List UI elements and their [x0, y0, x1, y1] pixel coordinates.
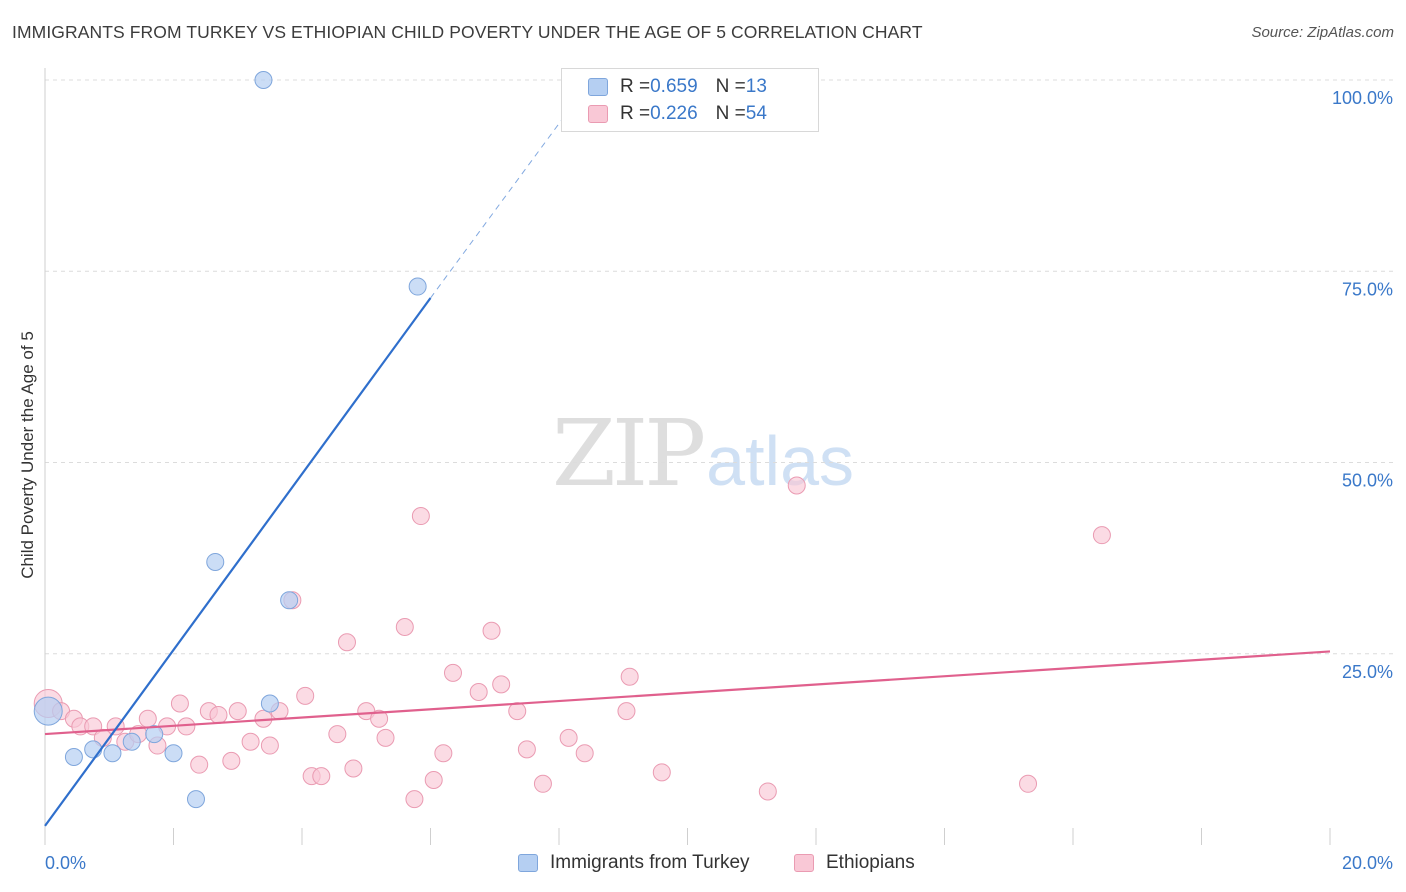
ethiopians-point [170, 694, 189, 713]
turkey-point [64, 748, 83, 767]
y-axis-label: Child Poverty Under the Age of 5 [18, 331, 37, 579]
turkey-point [33, 696, 63, 726]
ethiopians-point [469, 683, 488, 701]
watermark-zip: ZIP [552, 400, 706, 507]
ethiopians-point [617, 702, 636, 721]
x-tick-label: 0.0% [45, 853, 86, 873]
ethiopians-point [424, 770, 443, 789]
legend-swatch-turkey [588, 78, 608, 96]
chart-title: IMMIGRANTS FROM TURKEY VS ETHIOPIAN CHIL… [12, 22, 923, 42]
ethiopians-point [620, 667, 639, 686]
ethiopians-point [652, 763, 671, 782]
bottom-legend-swatch-turkey [518, 854, 538, 872]
turkey-point [145, 725, 164, 744]
ethiopians-point [517, 740, 536, 759]
legend-n-value-turkey: 13 [745, 76, 767, 97]
ethiopians-point [492, 675, 511, 694]
watermark: ZIPatlas [552, 400, 854, 507]
bottom-legend-label-ethiopians: Ethiopians [826, 852, 915, 873]
bottom-legend-turkey: Immigrants from Turkey [518, 852, 750, 874]
chart-source: Source: ZipAtlas.com [1251, 24, 1394, 41]
ethiopians-point [1019, 774, 1038, 793]
ethiopians-point [209, 705, 228, 724]
ethiopians-point [533, 774, 552, 793]
bottom-legend-swatch-ethiopians [794, 854, 814, 872]
ethiopians-point [758, 782, 777, 801]
watermark-atlas: atlas [706, 422, 855, 500]
turkey-point [206, 552, 225, 571]
ethiopians-trend-line [44, 650, 1331, 736]
ethiopians-point [575, 744, 594, 763]
ethiopians-point [1092, 526, 1111, 545]
legend-row-turkey: R = 0.659 N = 13 [588, 74, 767, 100]
turkey-point [254, 71, 273, 89]
ethiopians-point [395, 617, 414, 636]
legend-swatch-ethiopians [588, 105, 608, 123]
ethiopians-point [337, 633, 356, 652]
ethiopians-point [228, 702, 247, 721]
ethiopians-point [296, 686, 315, 705]
turkey-point [408, 277, 427, 296]
ethiopians-point [376, 728, 395, 747]
ethiopians-point [328, 725, 347, 744]
ethiopians-point [411, 507, 430, 526]
bottom-legend-ethiopians: Ethiopians [794, 852, 915, 874]
y-tick-label: 100.0% [1332, 88, 1393, 108]
ethiopians-point [222, 751, 241, 770]
correlation-legend: R = 0.659 N = 13 R = 0.226 N = 54 [561, 68, 819, 132]
turkey-trend-line [44, 297, 432, 827]
ethiopians-point [344, 759, 363, 778]
turkey-point [122, 732, 141, 751]
legend-n-value-ethiopians: 54 [745, 103, 767, 124]
y-tick-label: 75.0% [1342, 279, 1393, 299]
legend-r-value-ethiopians: 0.226 [650, 103, 698, 124]
ethiopians-point [370, 709, 389, 728]
turkey-point [164, 744, 183, 763]
legend-n-label: N = [715, 76, 746, 97]
ethiopians-point [312, 767, 331, 786]
ethiopians-point [241, 732, 260, 751]
turkey-point [260, 694, 279, 713]
legend-r-value-turkey: 0.659 [650, 76, 698, 97]
ethiopians-point [787, 476, 806, 495]
ethiopians-point [138, 709, 157, 728]
legend-n-label: N = [715, 103, 746, 124]
turkey-point [84, 740, 103, 759]
turkey-point [186, 790, 205, 809]
ethiopians-point [260, 736, 279, 755]
y-tick-label: 50.0% [1342, 471, 1393, 491]
ethiopians-point [482, 621, 501, 640]
x-tick-label: 20.0% [1342, 853, 1393, 873]
legend-row-ethiopians: R = 0.226 N = 54 [588, 101, 767, 127]
legend-r-label: R = [620, 76, 651, 97]
y-tick-label: 25.0% [1342, 662, 1393, 682]
turkey-point [103, 744, 122, 763]
turkey-point [280, 591, 299, 610]
legend-r-label: R = [620, 103, 651, 124]
ethiopians-point [443, 663, 462, 682]
ethiopians-point [190, 755, 209, 774]
ethiopians-point [434, 744, 453, 763]
ethiopians-point [405, 790, 424, 809]
ethiopians-point [559, 728, 578, 747]
bottom-legend-label-turkey: Immigrants from Turkey [550, 852, 750, 873]
